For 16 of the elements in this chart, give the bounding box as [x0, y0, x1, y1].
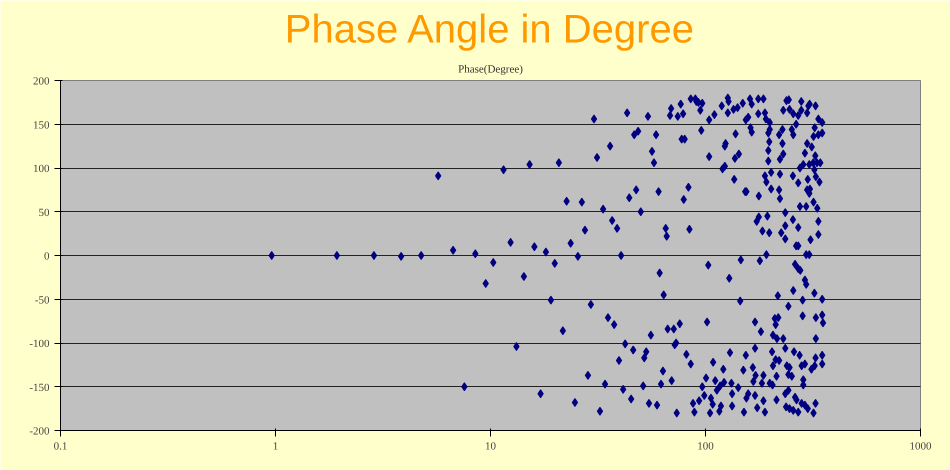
y-tick-label: 50 [38, 206, 50, 219]
y-tick-label: -100 [29, 338, 50, 350]
y-tick-label: -200 [29, 426, 50, 438]
x-tick-label: 10 [485, 440, 496, 452]
y-tick-label: 100 [33, 163, 50, 175]
x-tick-label: 0.1 [54, 440, 68, 452]
x-tick-label: 100 [697, 440, 714, 452]
y-tick-label: 200 [33, 76, 50, 88]
y-tick-label: -150 [29, 382, 50, 394]
x-tick-label: 1000 [910, 440, 932, 452]
chart-title: Phase Angle in Degree [284, 8, 694, 52]
y-tick-label: -50 [34, 294, 50, 306]
y-tick-label: 150 [33, 119, 50, 132]
x-tick-label: 1 [272, 440, 278, 452]
chart-subtitle: Phase(Degree) [458, 64, 524, 76]
y-tick-label: 0 [44, 250, 50, 262]
